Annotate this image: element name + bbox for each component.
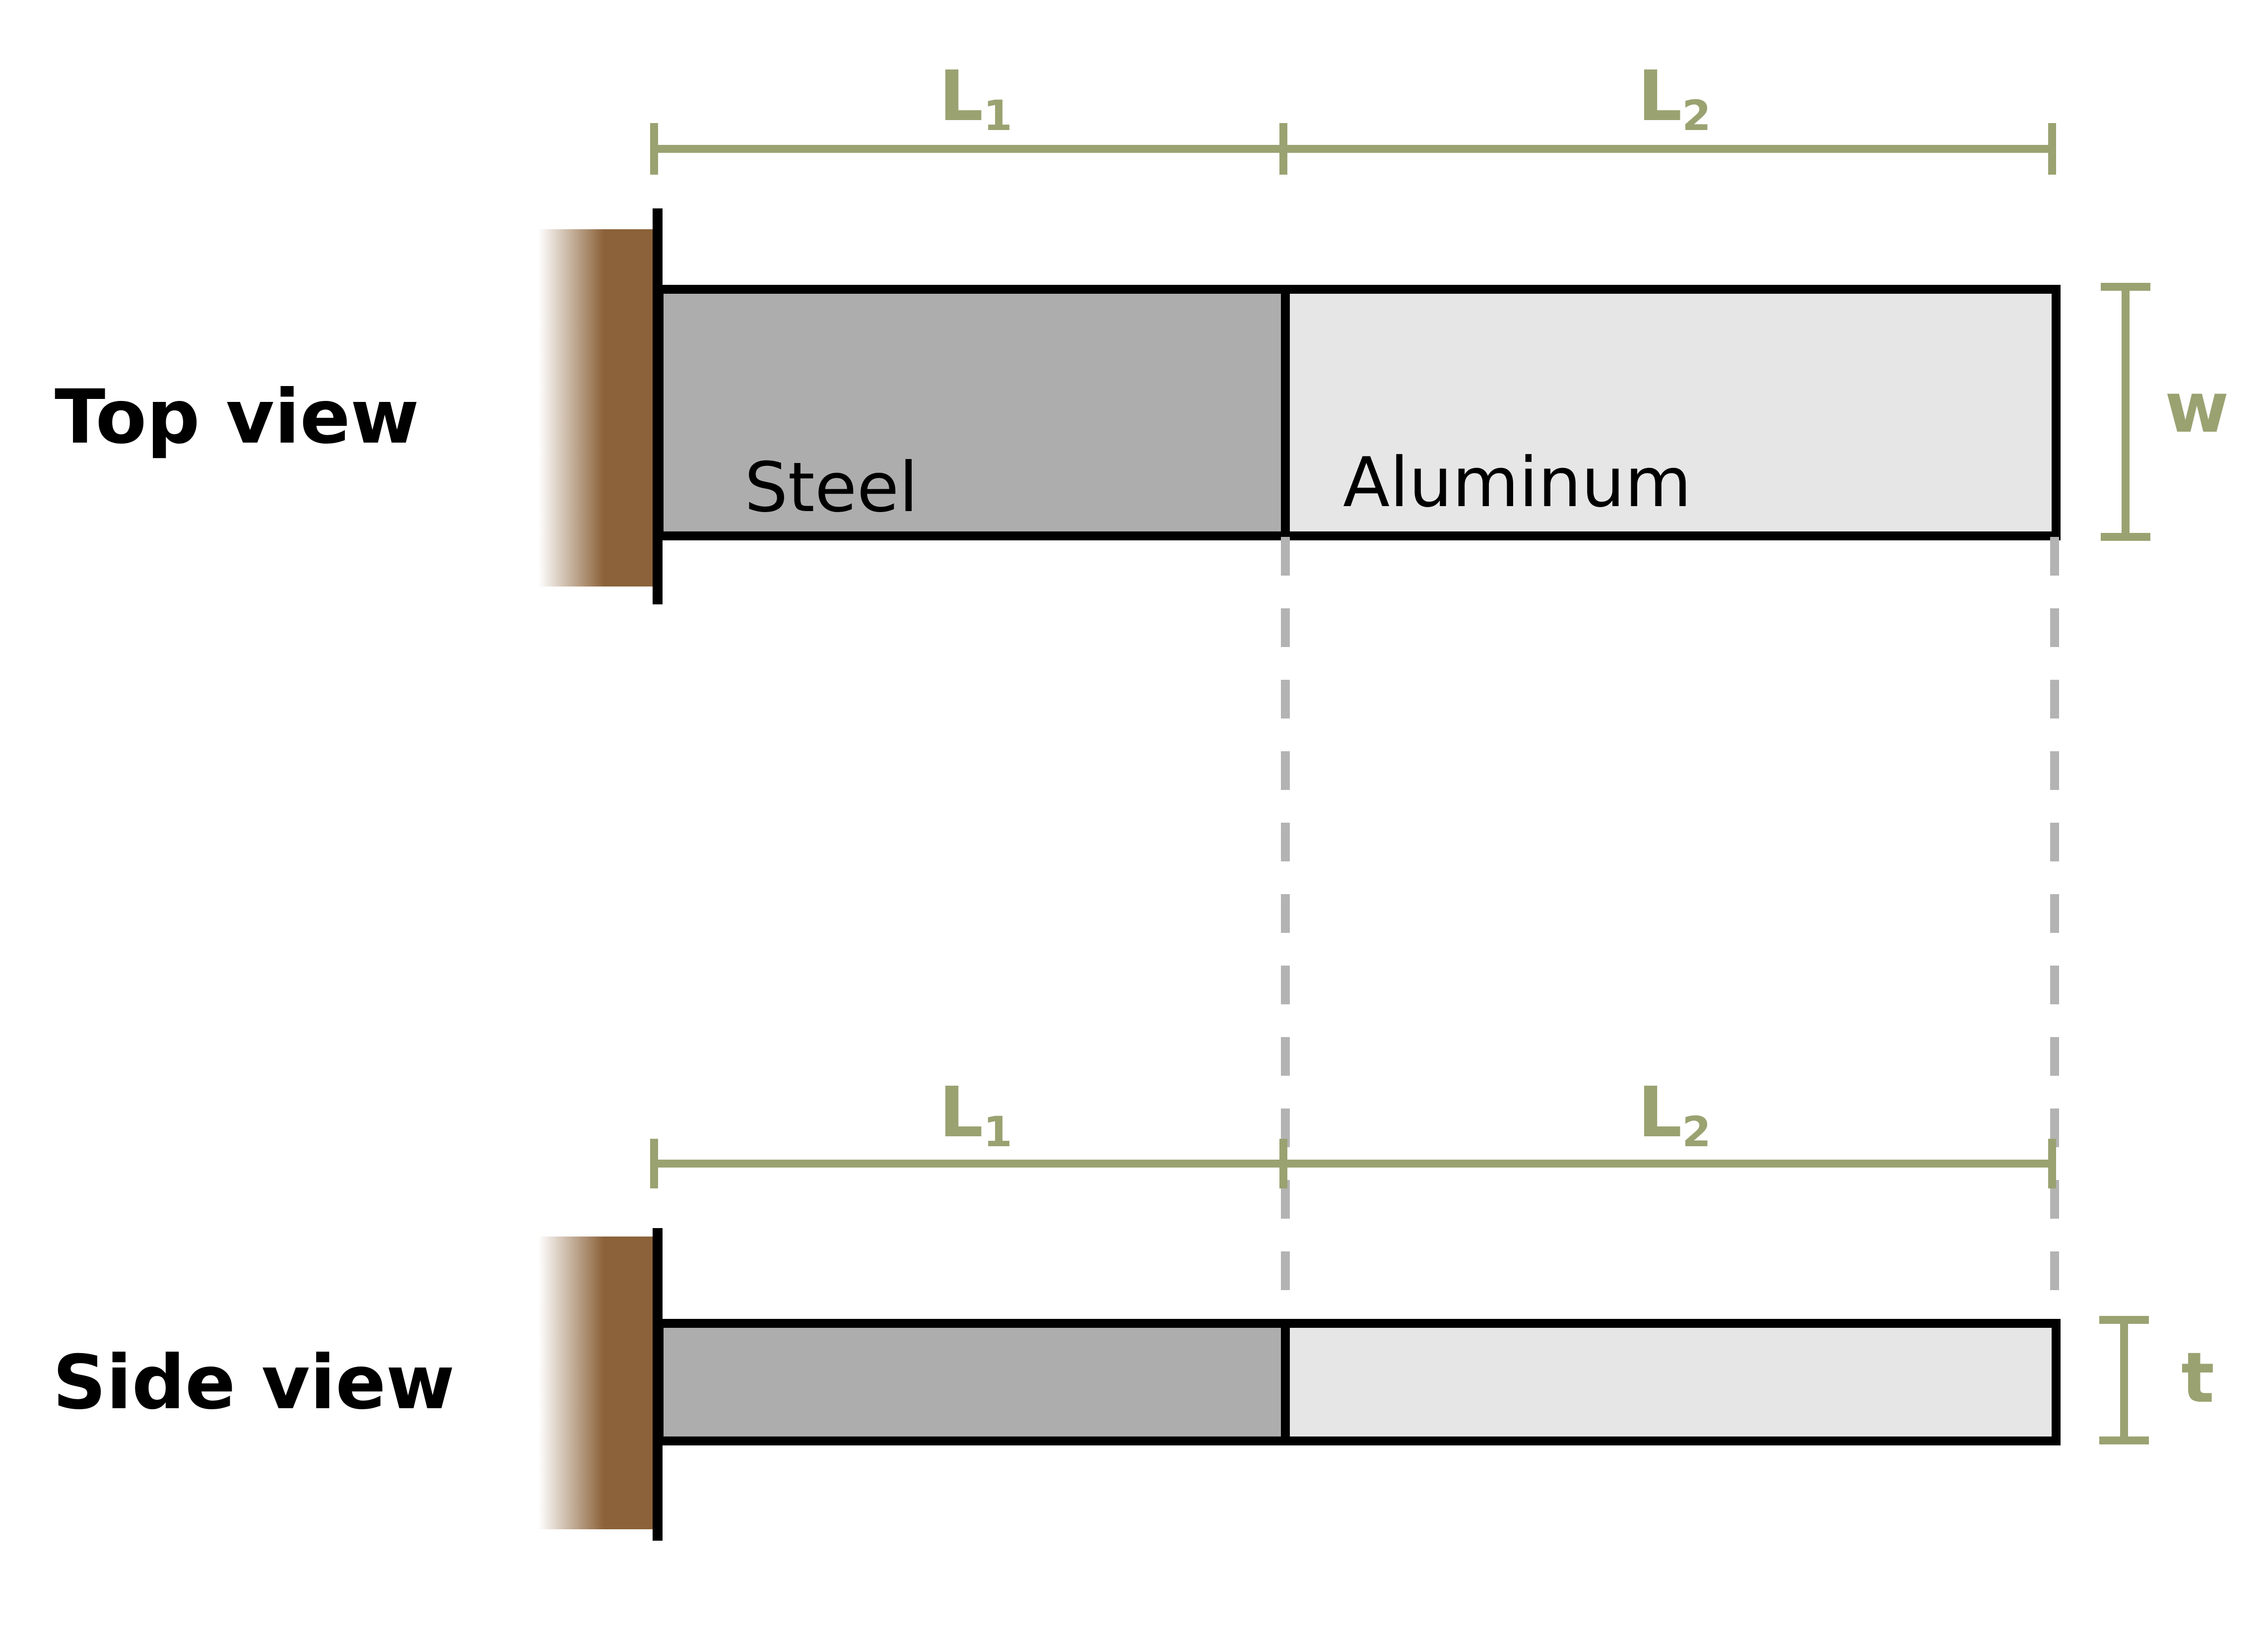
top-l1-label: L1 (939, 56, 1012, 140)
top-view-label: Top view (55, 374, 419, 460)
side-wall-support (538, 1237, 658, 1529)
thickness-label: t (2181, 1338, 2214, 1419)
top-length-dimension (650, 123, 2056, 175)
top-wall-support (538, 229, 658, 587)
side-length-dimension (650, 1139, 2056, 1188)
side-aluminum-segment (1281, 1319, 2061, 1445)
top-aluminum-segment (1281, 285, 2061, 540)
thickness-dimension (2099, 1316, 2149, 1444)
steel-label: Steel (744, 448, 918, 527)
aluminum-label: Aluminum (1343, 443, 1691, 522)
width-dimension (2101, 283, 2150, 541)
side-view: Side view L1 L2 t (53, 1072, 2214, 1541)
top-l2-label: L2 (1638, 56, 1711, 140)
side-view-label: Side view (53, 1340, 455, 1426)
alignment-guides (1281, 537, 2059, 1322)
side-l1-label: L1 (939, 1072, 1012, 1156)
side-l2-label: L2 (1638, 1072, 1711, 1156)
top-view: Top view Steel Aluminum L1 L2 w (55, 56, 2229, 604)
width-label: w (2165, 368, 2229, 449)
side-steel-segment (655, 1319, 1290, 1445)
